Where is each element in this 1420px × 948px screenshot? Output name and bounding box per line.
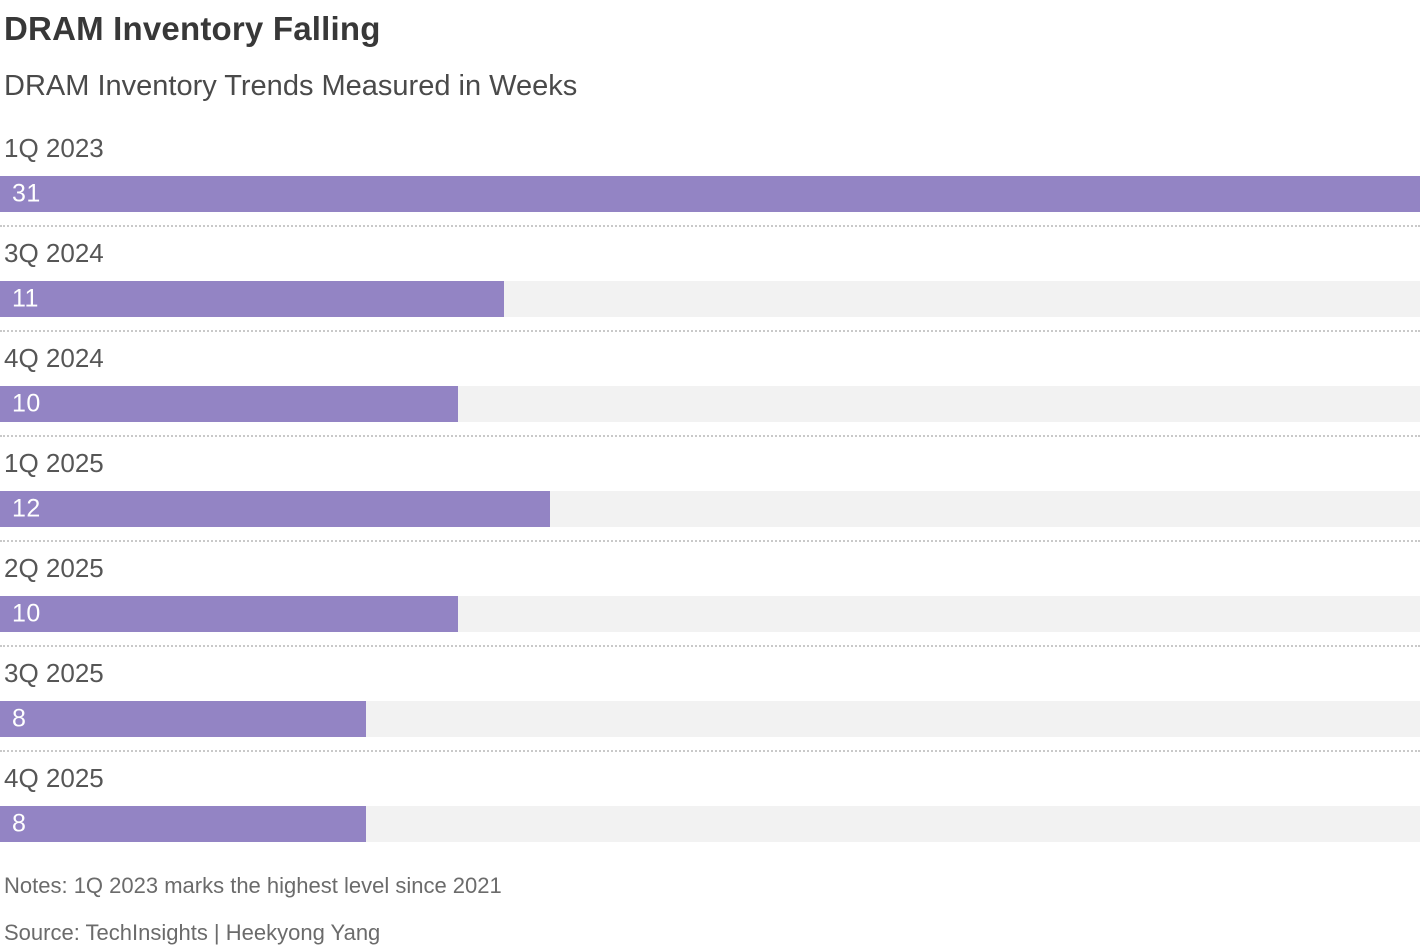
bar-fill: 10 xyxy=(0,596,459,633)
chart-subtitle: DRAM Inventory Trends Measured in Weeks xyxy=(4,69,578,102)
bar-row: 3Q 2024 11 xyxy=(0,238,1420,333)
bar-value-label: 10 xyxy=(12,599,41,628)
bar-row: 4Q 2025 8 xyxy=(0,763,1420,843)
row-separator xyxy=(0,225,1420,228)
row-separator xyxy=(0,645,1420,648)
bar-track: 8 xyxy=(0,806,1420,843)
source-text: Source: TechInsights | Heekyong Yang xyxy=(4,919,381,945)
bar-fill: 10 xyxy=(0,386,459,423)
row-separator xyxy=(0,750,1420,753)
bar-value-label: 8 xyxy=(12,704,27,733)
bar-row-label: 3Q 2024 xyxy=(4,238,104,269)
bar-track: 10 xyxy=(0,596,1420,633)
bar-value-label: 12 xyxy=(12,494,41,523)
bar-row: 1Q 2023 31 xyxy=(0,133,1420,228)
bar-value-label: 11 xyxy=(12,284,39,313)
bar-value-label: 31 xyxy=(12,179,41,208)
bar-row-label: 2Q 2025 xyxy=(4,553,104,584)
bar-fill: 11 xyxy=(0,281,504,318)
bar-row: 1Q 2025 12 xyxy=(0,448,1420,543)
bar-track: 31 xyxy=(0,176,1420,213)
bar-row-label: 4Q 2024 xyxy=(4,343,104,374)
bar-track: 10 xyxy=(0,386,1420,423)
bar-track: 8 xyxy=(0,701,1420,738)
chart-header: DRAM Inventory Falling DRAM Inventory Tr… xyxy=(0,10,1420,103)
chart-title: DRAM Inventory Falling xyxy=(4,10,381,47)
bar-track: 12 xyxy=(0,491,1420,528)
row-separator xyxy=(0,540,1420,543)
bar-fill: 8 xyxy=(0,701,367,738)
bar-fill: 31 xyxy=(0,176,1420,213)
bar-value-label: 8 xyxy=(12,809,27,838)
bar-track: 11 xyxy=(0,281,1420,318)
row-separator xyxy=(0,435,1420,438)
bar-fill: 8 xyxy=(0,806,367,843)
bar-fill: 12 xyxy=(0,491,550,528)
bar-row-label: 1Q 2025 xyxy=(4,448,104,479)
bar-row-label: 3Q 2025 xyxy=(4,658,104,689)
bar-row-label: 1Q 2023 xyxy=(4,133,104,164)
notes-text: Notes: 1Q 2023 marks the highest level s… xyxy=(4,873,502,899)
bar-row: 4Q 2024 10 xyxy=(0,343,1420,438)
bar-row-label: 4Q 2025 xyxy=(4,763,104,794)
row-separator xyxy=(0,330,1420,333)
chart-footer: Notes: 1Q 2023 marks the highest level s… xyxy=(4,873,1416,948)
bar-row: 2Q 2025 10 xyxy=(0,553,1420,648)
bar-row: 3Q 2025 8 xyxy=(0,658,1420,753)
bar-chart: 1Q 2023 31 3Q 2024 11 4Q 2024 10 xyxy=(0,133,1420,843)
bar-value-label: 10 xyxy=(12,389,41,418)
